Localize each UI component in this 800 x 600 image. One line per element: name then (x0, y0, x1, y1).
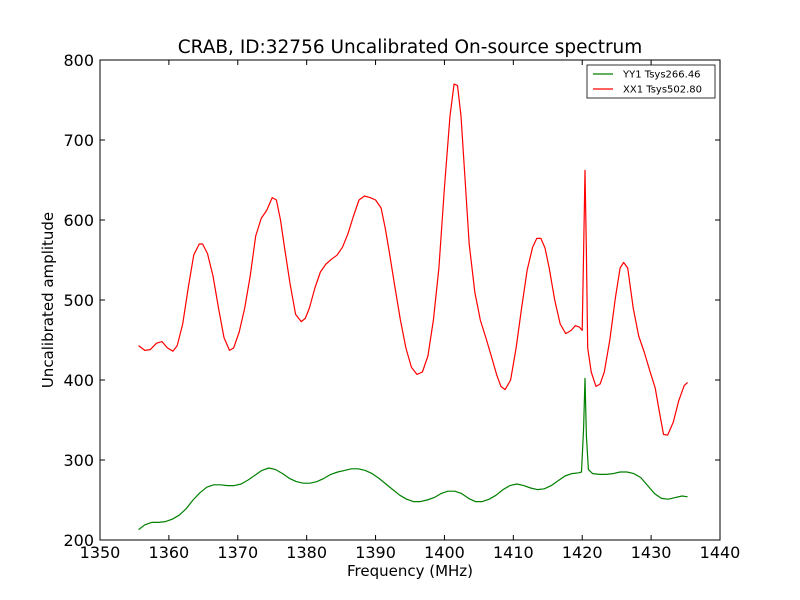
x-tick-label: 1360 (149, 543, 190, 562)
plot-area (100, 60, 720, 540)
x-tick-label: 1380 (286, 543, 327, 562)
x-axis-label: Frequency (MHz) (347, 562, 473, 580)
chart-title: CRAB, ID:32756 Uncalibrated On-source sp… (178, 37, 643, 58)
legend-label-xx1: XX1 Tsys502.80 (623, 85, 702, 96)
y-tick-label: 800 (63, 51, 94, 70)
x-tick-label: 1350 (80, 543, 121, 562)
x-tick-label: 1420 (562, 543, 603, 562)
y-tick-label: 300 (63, 451, 94, 470)
legend: YY1 Tsys266.46 XX1 Tsys502.80 (586, 64, 716, 99)
y-axis-label: Uncalibrated amplitude (39, 212, 57, 388)
x-tick-label: 1410 (493, 543, 534, 562)
axis-ticks: 1350 1360 1370 1380 1390 1400 1410 1420 1430 1440… (63, 51, 740, 562)
plot-frame (99, 59, 721, 541)
legend-label-yy1: YY1 Tsys266.46 (622, 70, 701, 81)
x-tick-label: 1370 (217, 543, 258, 562)
x-tick-label: 1430 (631, 543, 672, 562)
x-tick-label: 1400 (424, 543, 465, 562)
x-tick-label: 1390 (355, 543, 396, 562)
y-tick-label: 500 (63, 291, 94, 310)
series-layer (138, 83, 689, 531)
y-tick-label: 400 (63, 371, 94, 390)
legend-box (586, 64, 716, 99)
y-tick-label: 600 (63, 211, 94, 230)
x-tick-label: 1440 (700, 543, 741, 562)
y-tick-label: 700 (63, 131, 94, 150)
series-line-yy1 (138, 377, 688, 531)
y-tick-label: 200 (63, 531, 94, 550)
series-line-xx1 (138, 83, 689, 436)
